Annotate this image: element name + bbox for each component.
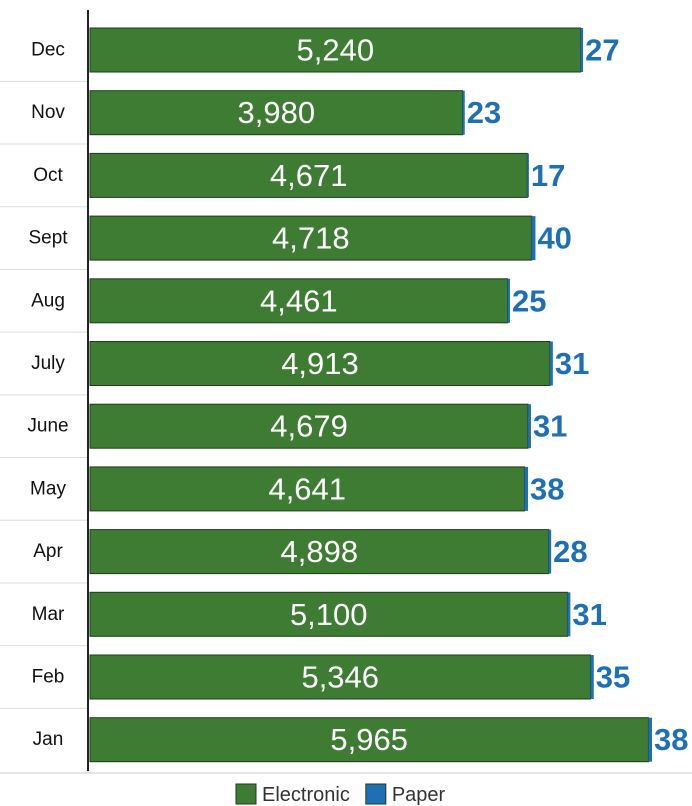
legend-swatch	[235, 783, 257, 805]
data-label: 35	[596, 660, 630, 695]
data-label: 27	[585, 33, 619, 68]
y-tick-label: July	[31, 353, 65, 374]
bar-segment	[89, 654, 591, 700]
y-tick-label: Sept	[28, 228, 68, 249]
bar-segment	[507, 278, 510, 323]
y-tick-label: Jan	[33, 729, 64, 750]
data-label: 5,346	[301, 660, 379, 695]
y-tick-label: Dec	[31, 40, 65, 61]
y-tick-label: Mar	[32, 604, 65, 625]
y-tick-label: Apr	[33, 541, 63, 562]
bar-segment	[531, 216, 536, 261]
data-label: 4,913	[281, 346, 359, 381]
bar-segment	[89, 529, 550, 575]
y-tick-label: Feb	[32, 667, 65, 688]
y-tick-label: June	[27, 416, 68, 437]
bar-segment	[89, 90, 464, 136]
bar-segment	[462, 90, 465, 135]
legend-label: Paper	[392, 784, 446, 806]
y-tick-label: Nov	[31, 102, 65, 123]
data-label: 5,965	[330, 722, 408, 757]
bar-segment	[89, 152, 528, 198]
bar-segment	[524, 466, 529, 511]
bar-segment	[89, 591, 568, 637]
y-tick-label: May	[30, 478, 66, 499]
data-label: 4,461	[260, 283, 338, 318]
bar-segment	[89, 717, 649, 763]
bar-segment	[567, 592, 571, 637]
data-label: 31	[572, 597, 606, 632]
bar-segment	[590, 655, 594, 699]
data-label: 31	[555, 346, 589, 381]
data-label: 23	[467, 95, 501, 130]
data-label: 17	[531, 158, 565, 193]
legend-swatch	[365, 783, 387, 805]
data-label: 38	[530, 471, 564, 506]
y-tick-label: Aug	[31, 290, 65, 311]
y-tick-label: Oct	[33, 165, 63, 186]
bar-segment	[89, 215, 533, 261]
data-label: 31	[533, 409, 567, 444]
data-label: 4,898	[280, 534, 358, 569]
bar-segment	[528, 404, 531, 449]
bar-segment	[580, 28, 584, 72]
bar-segment	[89, 278, 509, 324]
data-label: 25	[512, 283, 546, 318]
bar-segment	[549, 341, 553, 386]
data-label: 5,100	[290, 597, 368, 632]
bar-segment	[89, 341, 551, 386]
data-label: 40	[537, 221, 571, 256]
data-label: 4,641	[268, 471, 346, 506]
data-label: 4,671	[270, 158, 348, 193]
data-label: 3,980	[238, 95, 316, 130]
bar-segment	[527, 153, 529, 198]
bar-segment	[648, 717, 652, 762]
data-label: 4,718	[272, 221, 350, 256]
bar-segment	[89, 27, 582, 73]
legend-label: Electronic	[262, 784, 350, 806]
data-label: 38	[654, 722, 688, 757]
data-label: 28	[553, 534, 587, 569]
bar-segment	[89, 403, 529, 449]
bar-segment	[548, 529, 552, 574]
data-label: 5,240	[296, 33, 374, 68]
data-label: 4,679	[270, 409, 348, 444]
